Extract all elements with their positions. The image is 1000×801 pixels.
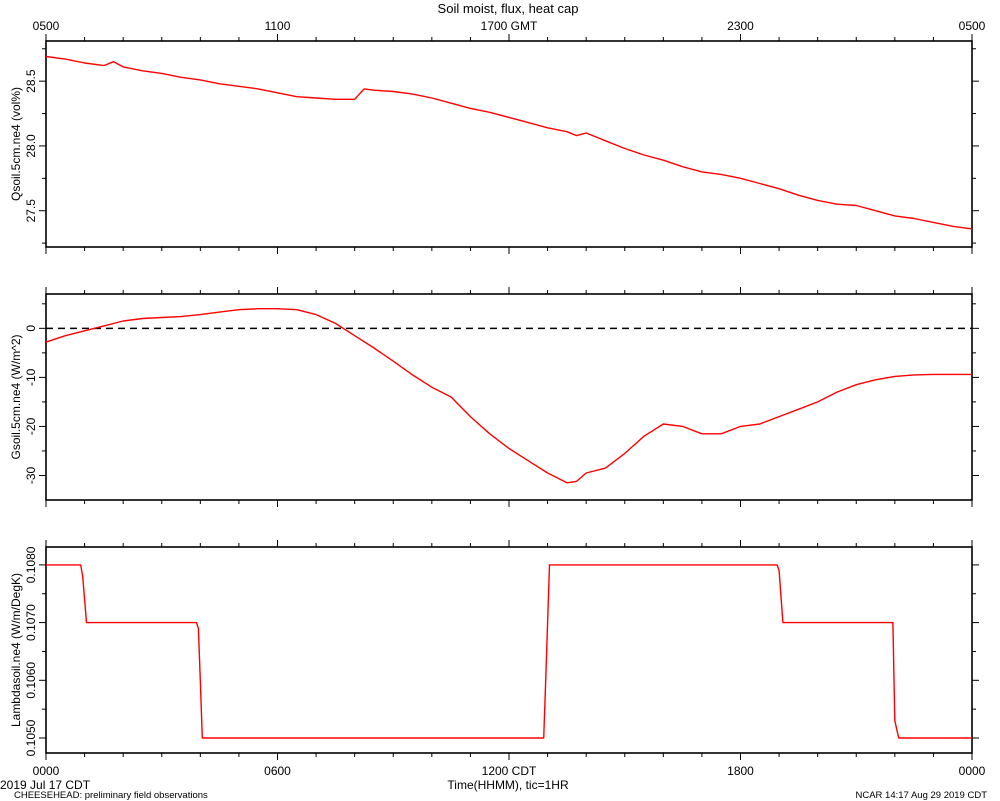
y-tick-label: 27.5 — [24, 199, 38, 223]
y-tick-label: 28.5 — [24, 69, 38, 93]
series-line — [45, 55, 973, 230]
series-line — [46, 564, 972, 739]
x-tick-label: 1800 — [727, 764, 754, 778]
plot-frame — [45, 546, 973, 754]
series-line — [45, 308, 972, 484]
y-tick-label: 28.0 — [24, 134, 38, 158]
panel-3 — [39, 540, 979, 760]
y-tick-label: 0 — [24, 325, 38, 332]
top-x-tick-label: 0500 — [33, 19, 60, 33]
footer-right-note: NCAR 14:17 Aug 29 2019 CDT — [855, 790, 988, 801]
y-tick-label: -20 — [24, 417, 38, 435]
x-tick-label: 0000 — [959, 764, 986, 778]
footer-left-note: CHEESEHEAD: preliminary field observatio… — [14, 790, 208, 801]
x-tick-label: 0600 — [264, 764, 291, 778]
chart-title: Soil moist, flux, heat cap — [437, 1, 579, 16]
y-tick-label: -10 — [24, 368, 38, 386]
y-axis-label: Lambdasoil.ne4 (W/m/DegK) — [9, 573, 23, 727]
y-axis-label: Gsoil.5cm.ne4 (W/m^2) — [9, 335, 23, 460]
x-axis-label: Time(HHMM), tic=1HR — [447, 778, 569, 792]
y-tick-label: -30 — [24, 466, 38, 484]
y-tick-label: 0.1080 — [24, 546, 38, 583]
top-x-tick-label: 1700 GMT — [481, 19, 538, 33]
y-tick-label: 0.1070 — [24, 604, 38, 641]
plot-frame — [45, 40, 973, 248]
top-x-tick-label: 1100 — [265, 19, 291, 33]
top-x-tick-label: 0500 — [959, 19, 986, 33]
panel-1 — [39, 34, 979, 254]
date-label: 2019 Jul 17 CDT — [0, 778, 91, 792]
panel-2 — [39, 287, 979, 507]
y-axis-label: Qsoil.5cm.ne4 (vol%) — [9, 87, 23, 201]
plot-frame — [45, 293, 973, 501]
x-tick-label: 0000 — [33, 764, 60, 778]
y-tick-label: 0.1060 — [24, 662, 38, 699]
y-tick-label: 0.1050 — [24, 719, 38, 756]
top-x-tick-label: 2300 — [727, 19, 754, 33]
x-tick-label: 1200 CDT — [482, 764, 537, 778]
